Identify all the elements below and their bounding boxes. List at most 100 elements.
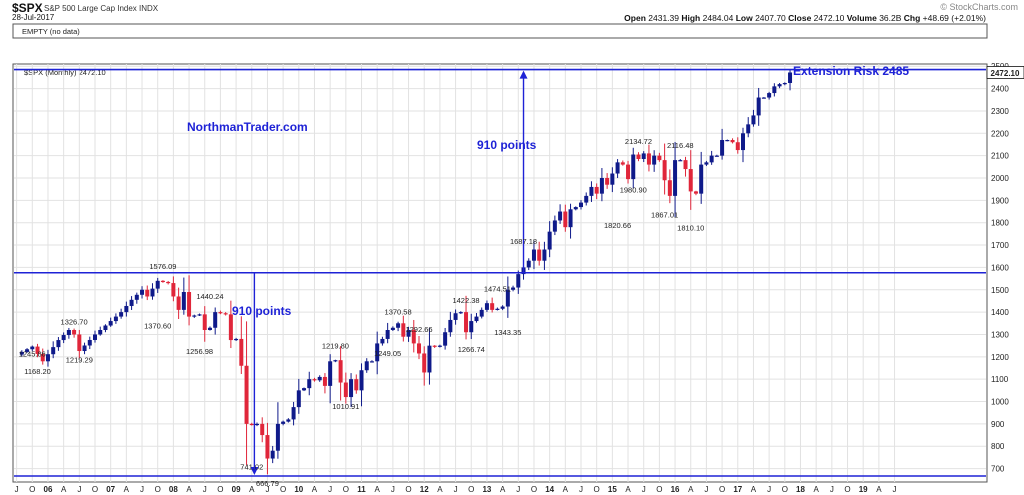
candle-up — [197, 314, 202, 316]
candle-down — [218, 312, 223, 314]
price-label: 1576.09 — [149, 262, 176, 271]
candle-down — [605, 178, 610, 185]
empty-panel-label: EMPTY (no data) — [22, 27, 80, 36]
candle-up — [761, 97, 766, 99]
candle-down — [187, 292, 192, 317]
y-tick-label: 2000 — [991, 174, 1009, 183]
price-label: 1256.98 — [186, 347, 213, 356]
candle-up — [542, 249, 547, 261]
price-labels: 1245.86 1168.20 1326.70 1219.29 1576.09 1370.… — [19, 137, 705, 488]
candle-up — [113, 316, 118, 322]
candle-up — [369, 361, 374, 363]
candle-up — [474, 316, 479, 322]
x-tick-label: J — [454, 485, 458, 494]
candle-up — [458, 312, 463, 314]
candle-up — [56, 340, 61, 348]
candle-down — [662, 160, 667, 181]
candle-down — [688, 169, 693, 192]
y-tick-label: 900 — [991, 420, 1005, 429]
candle-down — [464, 312, 469, 333]
symbol-title: $SPX — [12, 1, 43, 15]
annotation-text: NorthmanTrader.com — [187, 120, 308, 134]
x-tick-label: 14 — [545, 485, 554, 494]
candle-up — [641, 153, 646, 159]
candle-up — [98, 330, 103, 335]
candle-down — [249, 423, 254, 426]
candle-up — [500, 306, 505, 309]
horizontal-levels — [14, 68, 986, 477]
candle-down — [166, 281, 171, 284]
x-tick-label: 08 — [169, 485, 178, 494]
price-label: 2134.72 — [625, 137, 652, 146]
candle-down — [260, 423, 265, 436]
candle-down — [40, 353, 45, 362]
candle-up — [93, 334, 97, 340]
price-label: 1370.58 — [385, 308, 412, 317]
candle-up — [317, 376, 322, 381]
x-tick-label: 11 — [357, 485, 366, 494]
candle-up — [207, 327, 212, 330]
candle-down — [239, 338, 244, 366]
candle-up — [25, 349, 30, 352]
price-label: 1249.05 — [374, 349, 401, 358]
candle-up — [631, 154, 636, 180]
x-tick-label: A — [625, 485, 631, 494]
candle-up — [589, 186, 594, 196]
x-tick-label: A — [61, 485, 67, 494]
candle-up — [270, 450, 275, 459]
x-tick-label: O — [844, 485, 850, 494]
x-tick-label: A — [249, 485, 255, 494]
candle-up — [599, 178, 604, 194]
candle-up — [573, 207, 578, 210]
ohlc-chg: Chg +48.69 (+2.01%) — [903, 13, 986, 23]
candle-down — [176, 296, 181, 310]
ohlc-readout: Open 2431.39 High 2484.04 Low 2407.70 Cl… — [624, 13, 986, 23]
candle-down — [77, 334, 82, 352]
candle-down — [537, 249, 542, 261]
candle-up — [777, 84, 782, 87]
candle-up — [385, 330, 390, 339]
x-tick-label: J — [391, 485, 395, 494]
x-tick-label: A — [375, 485, 381, 494]
index-name: S&P 500 Large Cap Index INDX — [44, 4, 159, 13]
candle-up — [741, 133, 745, 151]
x-tick-label: O — [468, 485, 474, 494]
candle-down — [401, 323, 406, 337]
brand-label[interactable]: © StockCharts.com — [940, 2, 1018, 12]
annotation-text: 910 points — [232, 304, 292, 318]
candle-down — [202, 314, 207, 330]
candle-up — [359, 370, 364, 391]
candle-up — [307, 379, 312, 389]
x-tick-label: A — [876, 485, 882, 494]
x-tick-label: 17 — [733, 485, 742, 494]
candle-up — [756, 97, 761, 116]
x-tick-label: 15 — [608, 485, 617, 494]
x-tick-label: O — [656, 485, 662, 494]
x-tick-label: J — [203, 485, 207, 494]
candle-up — [699, 164, 704, 194]
candle-up — [704, 162, 709, 165]
candle-up — [505, 289, 510, 307]
candle-down — [620, 162, 625, 165]
candle-up — [129, 299, 134, 306]
y-tick-label: 1400 — [991, 308, 1009, 317]
x-tick-label: J — [704, 485, 708, 494]
annotation-text: 910 points — [477, 138, 537, 152]
candle-down — [730, 140, 735, 143]
x-axis-ticks: J O 06 A J O 07 A J O 08 A J O 09 A J O 10 A J O 11 A J O 12 A J O 13 A… — [15, 485, 897, 494]
candle-up — [124, 305, 129, 313]
candle-down — [594, 186, 599, 194]
candle-up — [406, 330, 411, 337]
candle-up — [453, 313, 458, 320]
candle-down — [667, 180, 672, 196]
candle-up — [547, 231, 552, 250]
y-tick-label: 2300 — [991, 107, 1009, 116]
x-tick-label: O — [531, 485, 537, 494]
candle-up — [134, 294, 139, 300]
price-tag-label: 2472.10 — [991, 69, 1020, 78]
candle-up — [552, 220, 557, 232]
candle-down — [683, 160, 688, 170]
price-label: 1820.66 — [604, 221, 631, 230]
y-axis-ticks: 700 800 900 1000 1100 1200 1300 1400 1500 1600 170… — [991, 62, 1009, 473]
x-tick-label: O — [343, 485, 349, 494]
